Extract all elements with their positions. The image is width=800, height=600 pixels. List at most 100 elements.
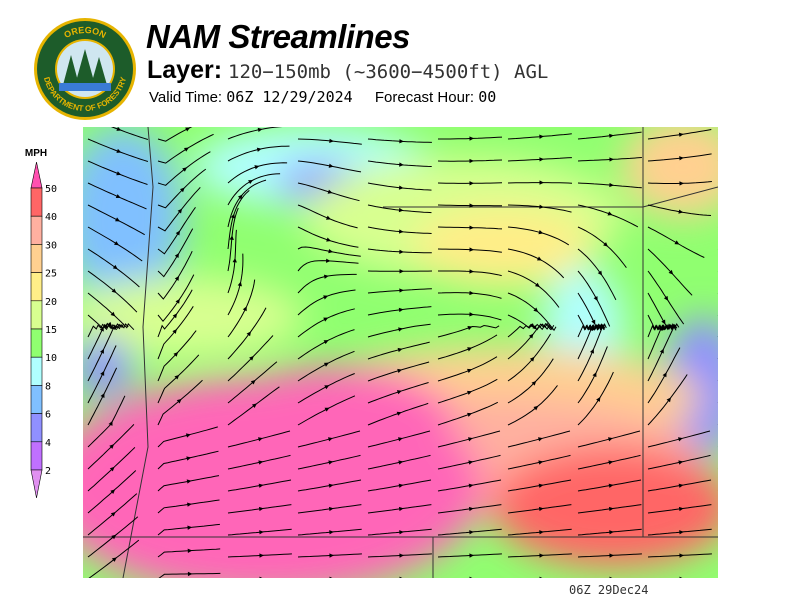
streamline-arrowhead (259, 553, 264, 558)
streamline-arrowhead (230, 213, 235, 219)
streamline-arrowhead (183, 147, 189, 152)
streamline-arrowhead (533, 307, 539, 313)
streamline-arrowhead (186, 456, 192, 461)
streamline-arrowhead (323, 340, 329, 345)
streamline-arrowhead (328, 483, 334, 488)
streamline-arrowhead (678, 209, 684, 214)
layer-label: Layer: (147, 56, 223, 84)
streamline-arrowhead (608, 483, 614, 488)
legend-swatch (30, 300, 43, 330)
streamline-arrowhead (593, 296, 598, 302)
streamline-arrowhead (177, 208, 183, 214)
legend-swatch (30, 356, 43, 386)
streamline-arrowhead (469, 158, 474, 164)
legend-over-arrow (30, 161, 43, 189)
streamline-arrowhead (111, 557, 117, 562)
streamline-arrowhead (251, 403, 257, 408)
streamline-arrowhead (539, 180, 544, 185)
streamline-arrowhead (468, 506, 474, 512)
streamline-arrowhead (469, 225, 474, 230)
streamline-arrowhead (109, 466, 115, 472)
streamline-arrowhead (115, 217, 121, 222)
streamline-arrowhead (175, 298, 180, 304)
streamline-arrowhead (326, 237, 332, 242)
streamline-arrowhead (328, 460, 334, 465)
legend-tick-label: 25 (45, 269, 57, 280)
streamline-arrowhead (469, 247, 474, 252)
streamline-arrowhead (539, 157, 544, 162)
forecast-hour-value: 00 (478, 88, 497, 106)
streamline-arrowhead (237, 281, 242, 287)
streamline-arrowhead (529, 323, 535, 328)
streamline-arrowhead (674, 240, 680, 245)
streamline-arrowhead (467, 412, 473, 417)
layer-value: 120−150mb (~3600−4500ft) AGL (228, 61, 549, 83)
streamline-arrowhead (399, 249, 404, 254)
streamline-arrowhead (609, 553, 614, 558)
streamline-arrowhead (666, 397, 672, 403)
streamline-arrowhead (469, 203, 474, 208)
streamline-arrowhead (103, 323, 108, 329)
streamline-arrowhead (398, 229, 404, 234)
streamline-arrowhead (469, 290, 474, 296)
valid-time-label: Valid Time: (149, 89, 223, 106)
streamline-arrowhead (185, 433, 191, 438)
legend-tick-label: 20 (45, 297, 57, 308)
streamline-arrowhead (115, 194, 121, 199)
legend-tick-label: 50 (45, 184, 57, 195)
streamline-arrowhead (609, 157, 614, 162)
streamline-arrowhead (398, 460, 404, 465)
streamline-arrowhead (99, 326, 104, 332)
streamline-arrowhead (173, 351, 179, 357)
streamline-arrowhead (596, 396, 601, 402)
streamline-arrowhead (329, 530, 334, 535)
streamline-arrowhead (329, 576, 333, 578)
streamline-arrowhead (248, 179, 254, 185)
streamline-arrowhead (323, 362, 329, 367)
svg-text:OREGON: OREGON (62, 25, 107, 40)
streamline-arrowhead (396, 411, 402, 416)
streamline-arrowhead (187, 571, 193, 577)
streamline-arrowhead (399, 162, 404, 167)
streamline-arrowhead (114, 241, 120, 246)
streamline-arrowhead (327, 189, 333, 194)
streamline-arrowhead (609, 530, 614, 535)
streamline-arrowhead (536, 256, 542, 261)
streamline-arrowhead (677, 437, 683, 442)
streamline-arrowhead (539, 553, 544, 558)
legend-swatch (30, 244, 43, 273)
streamline-arrowhead (467, 390, 473, 395)
streamline-arrowhead (399, 288, 404, 293)
streamline-arrowhead (467, 437, 473, 442)
streamline-arrowhead (327, 437, 333, 442)
valid-time-value: 06Z 12/29/2024 (226, 88, 353, 106)
streamline-arrowhead (397, 347, 403, 353)
streamline-arrowhead (110, 311, 116, 317)
streamline-arrowhead (237, 194, 243, 200)
streamline-arrowhead (399, 139, 404, 144)
streamline-arrowhead (398, 506, 404, 512)
map-timestamp: 06Z 29Dec24 (569, 583, 649, 597)
streamline-arrowhead (678, 506, 684, 512)
streamline-arrowhead (323, 317, 329, 322)
streamline-arrowhead (539, 134, 544, 139)
streamline-arrowhead (257, 437, 263, 442)
streamline-arrowhead (186, 479, 192, 484)
streamline-arrowhead (325, 215, 331, 220)
streamline-arrowhead (100, 392, 105, 398)
streamline-arrowhead (174, 275, 180, 281)
color-legend: MPH 50 40 30 25 20 15 10 8 6 4 2 (25, 148, 57, 499)
streamline-arrowhead (258, 506, 264, 512)
streamline-arrowhead (246, 331, 252, 337)
streamline-arrowhead (259, 530, 264, 535)
streamline-arrowhead (187, 502, 192, 507)
streamline-arrowhead (607, 211, 613, 216)
streamline-arrowhead (469, 136, 474, 141)
streamline-arrowhead (678, 132, 684, 137)
streamline-arrowhead (679, 530, 684, 535)
streamline-arrowhead (398, 483, 404, 488)
streamline-arrowhead (328, 249, 334, 254)
streamline-arrowhead (398, 185, 404, 190)
streamline-arrowhead (111, 288, 117, 294)
streamline-arrowhead (398, 327, 403, 332)
